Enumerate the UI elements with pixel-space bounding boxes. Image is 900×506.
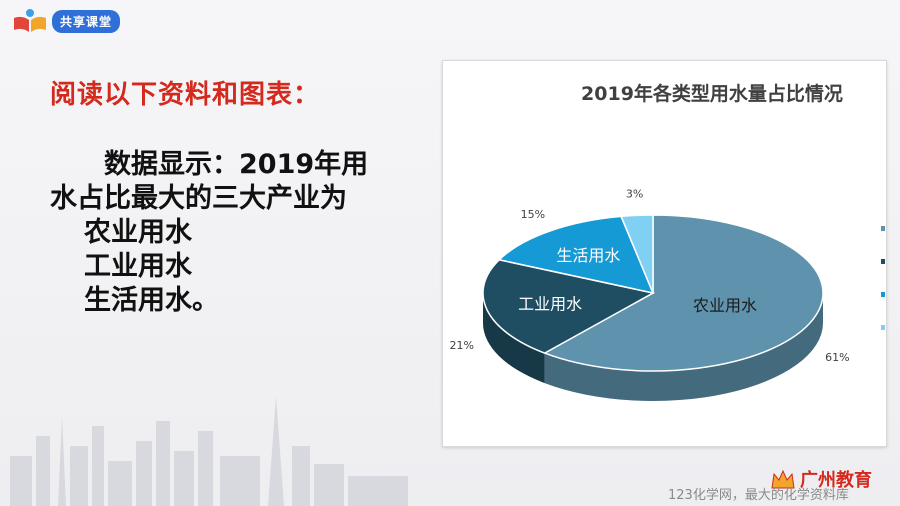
industry-item-agriculture: 农业用水 (84, 217, 192, 248)
pie-slice-2 (497, 215, 655, 295)
crown-icon (771, 469, 795, 489)
value-label-0: 61% (825, 351, 849, 364)
brand-logo: 共享课堂 (12, 8, 121, 34)
org-logo-text: 广州教育 (800, 470, 872, 491)
category-label-0: 农业用水 (693, 296, 757, 315)
pie-chart-card: 2019年各类型用水量占比情况 农业用水 工业用水 生活用水 61% 21% 15% 3% (442, 60, 887, 447)
value-label-3: 3% (626, 187, 643, 200)
category-label-1: 工业用水 (518, 295, 582, 314)
pie-chart: 农业用水 工业用水 生活用水 61% 21% 15% 3% (449, 187, 885, 401)
legend-marker-3 (881, 325, 885, 330)
city-skyline-illustration (10, 396, 408, 506)
body-text: 数据显示：2019年用水占比最大的三大产业为 农业用水 工业用水 生活用水。 (50, 148, 380, 318)
category-label-2: 生活用水 (556, 246, 620, 265)
pie-slice-0 (542, 214, 824, 372)
footer-watermark: 123化学网，最大的化学资料库 (668, 488, 849, 503)
open-book-icon (14, 9, 46, 32)
pie-slice-3 (620, 214, 654, 294)
chart-title: 2019年各类型用水量占比情况 (581, 83, 843, 105)
legend-marker-2 (881, 292, 885, 297)
industry-item-industrial: 工业用水 (84, 251, 192, 282)
value-label-1: 21% (449, 339, 473, 352)
legend (881, 226, 885, 330)
legend-marker-0 (881, 226, 885, 231)
slide-heading: 阅读以下资料和图表： (50, 80, 321, 110)
industry-item-domestic: 生活用水。 (84, 285, 219, 316)
legend-marker-1 (881, 259, 885, 264)
value-label-2: 15% (521, 208, 545, 221)
guangzhou-education-logo: 广州教育 (770, 466, 872, 492)
pie-tops (482, 214, 824, 372)
pie-side-0 (544, 293, 823, 401)
brand-label: 共享课堂 (52, 9, 121, 33)
pie-slice-1 (482, 258, 656, 354)
data-statement: 数据显示：2019年用水占比最大的三大产业为 (50, 149, 369, 214)
